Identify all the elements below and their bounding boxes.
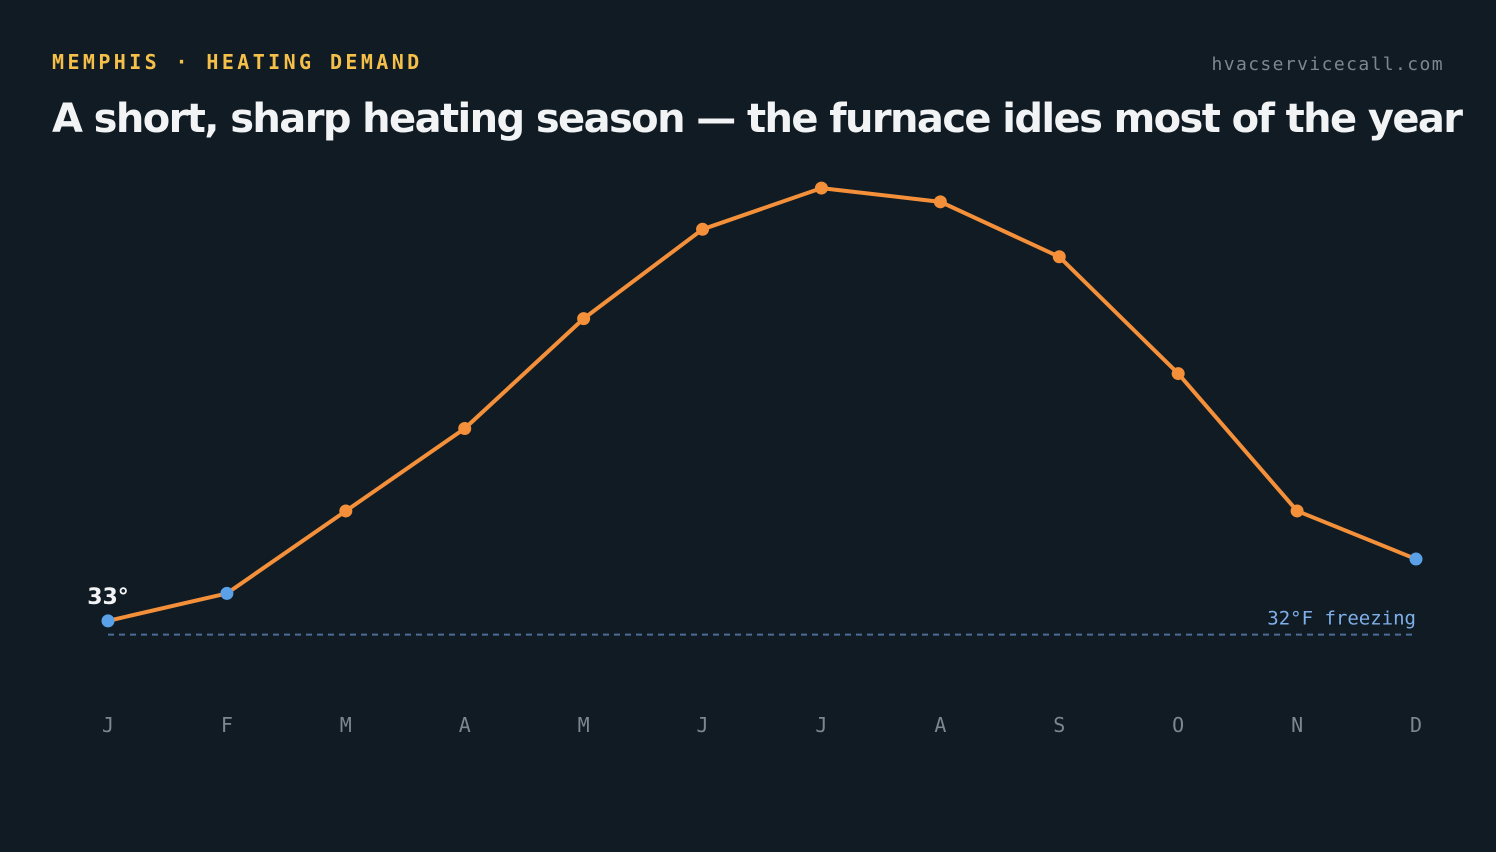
data-point (1052, 250, 1066, 264)
freezing-line-label: 32°F freezing (1267, 608, 1416, 630)
data-point (933, 195, 947, 209)
x-tick-label: J (697, 713, 709, 737)
x-tick-label: J (815, 713, 827, 737)
data-point (101, 614, 115, 628)
data-point (339, 504, 353, 518)
x-tick-label: D (1410, 713, 1422, 737)
data-point (1409, 552, 1423, 566)
data-point (696, 222, 710, 236)
data-point (220, 586, 234, 600)
x-tick-label: A (934, 713, 946, 737)
x-tick-label: O (1172, 713, 1184, 737)
x-tick-label: M (578, 713, 590, 737)
chart-title: A short, sharp heating season — the furn… (52, 96, 1463, 142)
x-tick-label: A (459, 713, 471, 737)
data-points (101, 181, 1423, 628)
data-point (1290, 504, 1304, 518)
source-label: hvacservicecall.com (1211, 54, 1444, 75)
freezing-reference: 32°F freezing (108, 608, 1416, 636)
data-point (814, 181, 828, 195)
x-tick-label: F (221, 713, 233, 737)
x-tick-label: M (340, 713, 352, 737)
data-label: 33° (87, 585, 129, 610)
x-tick-label: J (102, 713, 114, 737)
data-point (458, 422, 472, 436)
chart-kicker: MEMPHIS · HEATING DEMAND (52, 50, 423, 74)
x-tick-label: S (1053, 713, 1065, 737)
x-tick-label: N (1291, 713, 1303, 737)
series-line (106, 186, 1418, 623)
series-polyline (106, 186, 1418, 623)
data-point (577, 312, 591, 326)
data-labels: 33° (87, 585, 129, 610)
data-point (1171, 367, 1185, 381)
